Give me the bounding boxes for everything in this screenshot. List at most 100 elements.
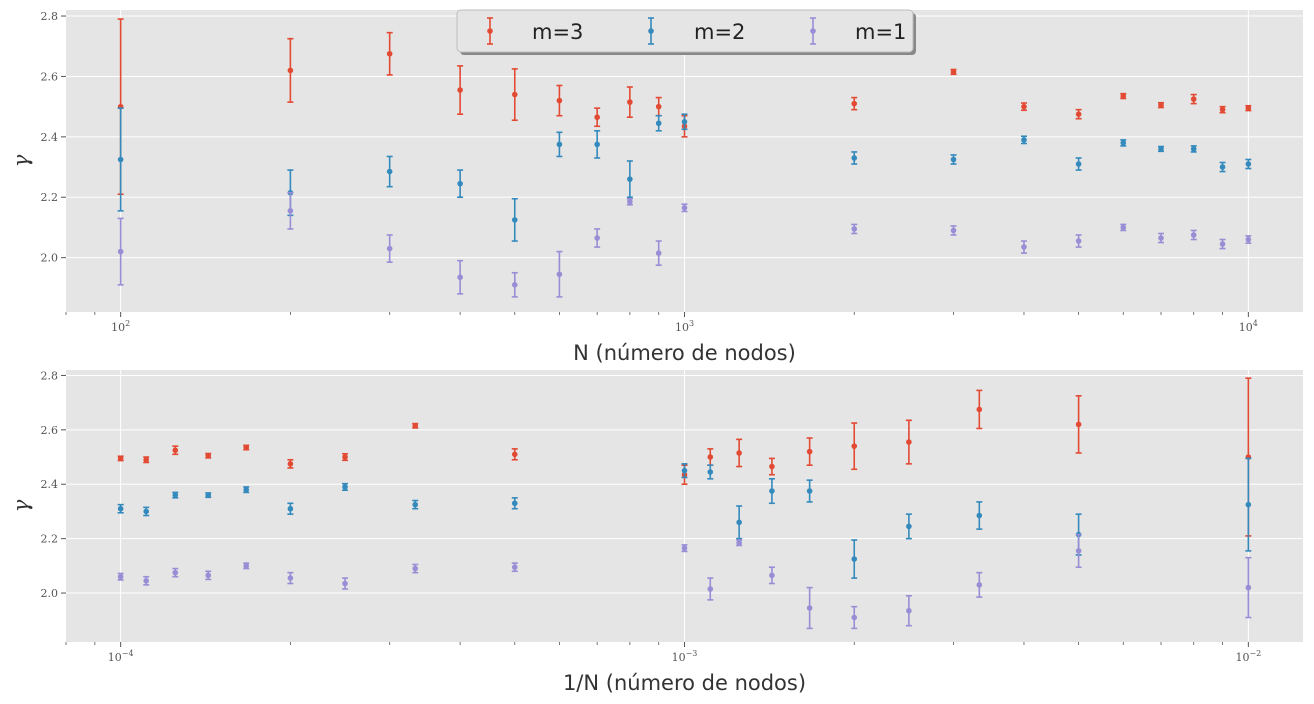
data-point [1075,548,1082,554]
data-point [1190,146,1197,152]
data-point [243,444,250,451]
bottom-chart-panel: 2.0 2.2 2.4 2.6 2.8 10−4 10−3 10−2 1/N (número d… [9,369,1303,695]
legend-marker-point [648,28,654,34]
data-point [117,248,124,255]
x-tick-label: 102 [111,319,130,334]
data-point [243,486,250,493]
data-point [1219,241,1226,247]
series-m=2 [117,457,1252,579]
legend: m=3 m=2 m=1 [456,9,916,55]
data-point [594,235,600,241]
data-point [511,217,518,223]
data-point [457,87,463,93]
data-point [172,447,179,454]
data-point [906,439,912,445]
data-point [1075,421,1082,428]
data-point [1120,224,1127,231]
data-point [806,488,813,494]
data-point [851,100,858,107]
data-point [412,501,419,508]
data-point [1075,238,1082,244]
data-point [117,505,124,512]
y-tick-label: 2.0 [41,252,59,265]
y-tick-label: 2.6 [41,70,59,83]
data-point [556,97,563,104]
data-point [976,512,983,519]
legend-entry-label: m=1 [855,20,906,44]
data-point [143,508,149,515]
data-point [681,118,688,125]
data-point [287,208,294,214]
data-point [117,156,124,163]
legend-marker-point [810,28,816,34]
data-point [707,454,714,460]
data-point [287,505,294,512]
data-point [117,573,124,580]
data-point [1120,140,1127,146]
data-point [769,572,775,579]
data-point [243,563,250,569]
data-point [806,605,813,611]
data-point [594,114,600,121]
y-tick-label: 2.6 [41,424,59,437]
data-point [736,450,742,456]
legend-entry-label: m=2 [694,20,745,44]
data-point [594,141,600,148]
data-point [1190,232,1197,238]
data-point [707,586,714,592]
legend-box [456,9,914,53]
data-point [707,469,714,475]
data-point [172,569,179,576]
data-point [342,454,348,460]
tick-marks [61,15,1249,317]
data-point [143,578,149,584]
data-point [511,451,518,458]
data-point [976,406,983,413]
data-point [950,69,957,75]
data-point [851,614,858,621]
series-m=2 [117,107,1252,242]
data-point [681,545,688,551]
data-point [287,67,294,74]
y-tick-label: 2.8 [41,369,59,382]
data-point [627,176,633,182]
data-point [556,141,563,148]
data-point [205,452,212,459]
data-point [851,226,858,232]
data-point [556,271,563,278]
data-point [627,198,633,205]
data-point [205,492,212,498]
data-point [1219,106,1226,113]
y-tick-label: 2.2 [41,533,59,546]
data-point [1245,584,1252,591]
x-tick-label: 104 [1239,319,1258,334]
data-point [806,448,813,455]
data-point [655,120,662,127]
data-point [1021,103,1027,110]
data-point [851,443,858,449]
data-point [386,50,393,57]
data-point [1245,236,1252,243]
data-point [457,180,463,187]
y-axis-label: γ [9,154,33,167]
data-point [457,274,463,281]
data-point [681,205,688,211]
data-point [386,245,393,252]
data-point [976,582,983,588]
data-point [1219,164,1226,170]
data-point [412,422,419,429]
x-axis-label: N (número de nodos) [573,341,796,365]
data-point [950,156,957,163]
data-point [627,99,633,105]
data-point [769,488,775,494]
x-tick-label: 10−2 [1235,649,1261,664]
y-tick-label: 2.2 [41,191,59,204]
data-point [1158,235,1164,241]
data-point [1190,96,1197,102]
y-tick-label: 2.4 [41,131,59,144]
data-point [172,492,179,498]
data-point [1245,105,1252,111]
x-tick-label: 10−4 [108,649,134,664]
data-point [736,539,742,546]
y-tick-label: 2.8 [41,10,59,23]
